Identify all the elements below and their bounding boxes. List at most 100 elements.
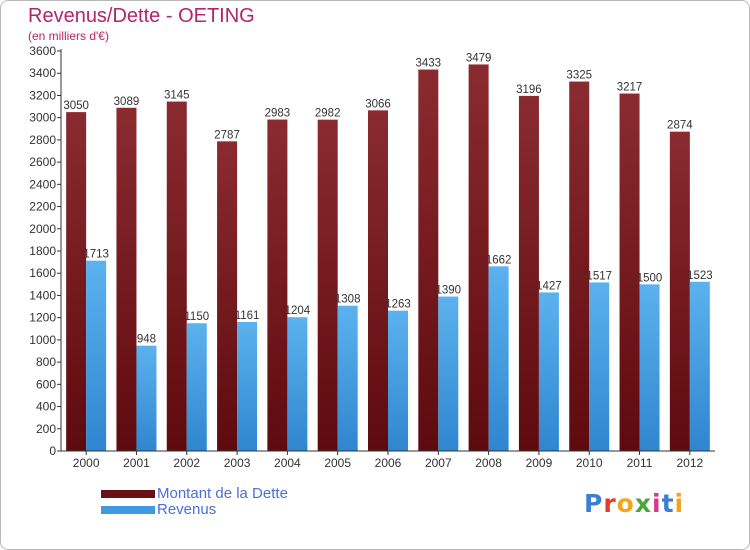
value-label-revenus: 1204 <box>285 305 311 317</box>
bar-revenus <box>337 305 358 451</box>
bar-revenus <box>438 296 459 451</box>
logo-letter: r <box>603 489 617 518</box>
bar-revenus <box>639 284 660 451</box>
y-tick-label: 2400 <box>29 177 56 191</box>
value-label-dette: 2983 <box>265 108 291 120</box>
bar-dette <box>468 64 489 451</box>
logo-letter: i <box>652 489 662 518</box>
value-label-revenus: 1150 <box>184 311 209 323</box>
value-label-dette: 3145 <box>164 90 190 102</box>
value-label-dette: 3089 <box>114 96 140 108</box>
y-tick-label: 3400 <box>29 66 56 80</box>
value-label-revenus: 1161 <box>235 310 260 322</box>
value-label-dette: 3196 <box>516 84 542 96</box>
x-tick-label: 2007 <box>425 456 452 470</box>
value-label-dette: 3325 <box>566 70 592 82</box>
bar-dette <box>368 110 388 451</box>
x-tick-label: 2008 <box>475 456 502 470</box>
bar-dette <box>317 119 338 452</box>
y-tick-label: 200 <box>36 422 56 436</box>
y-tick-label: 800 <box>36 355 56 369</box>
logo-letter: i <box>674 489 685 518</box>
bar-dette <box>217 141 238 452</box>
bar-dette <box>569 81 590 452</box>
bar-revenus <box>237 322 258 451</box>
y-tick-label: 3600 <box>29 44 56 58</box>
y-tick-label: 2800 <box>29 133 56 147</box>
value-label-revenus: 1500 <box>637 272 663 284</box>
value-label-dette: 3217 <box>617 82 643 94</box>
value-label-revenus: 1662 <box>486 254 512 266</box>
y-tick-label: 1600 <box>29 266 56 280</box>
bar-revenus <box>589 282 610 451</box>
value-label-revenus: 1523 <box>687 270 713 282</box>
legend-label-dette: Montant de la Dette <box>157 485 288 502</box>
chart-title: Revenus/Dette - OETING <box>28 5 255 27</box>
value-label-revenus: 1713 <box>83 249 109 261</box>
x-tick-label: 2010 <box>576 456 603 470</box>
value-label-revenus: 1308 <box>335 294 361 306</box>
y-tick-label: 2600 <box>29 155 56 169</box>
bar-dette <box>669 131 690 451</box>
bar-dette <box>418 69 439 452</box>
chart-subtitle: (en milliers d'€) <box>28 29 109 43</box>
bar-dette <box>267 119 288 452</box>
bar-dette <box>66 112 87 451</box>
logo-letter: P <box>584 489 604 518</box>
value-label-dette: 3433 <box>416 58 442 70</box>
x-tick-label: 2011 <box>627 456 653 470</box>
y-tick-label: 1800 <box>29 244 56 258</box>
bar-dette <box>116 107 137 452</box>
y-tick-label: 400 <box>36 400 56 414</box>
bar-revenus <box>186 323 207 451</box>
value-label-revenus: 1390 <box>436 285 462 297</box>
value-label-revenus: 1427 <box>536 280 562 292</box>
x-tick-label: 2003 <box>224 456 251 470</box>
value-label-revenus: 1263 <box>385 299 411 311</box>
value-label-dette: 3066 <box>365 98 391 110</box>
y-tick-label: 3200 <box>29 88 56 102</box>
bar-revenus <box>388 310 408 451</box>
x-tick-label: 2002 <box>173 456 200 470</box>
x-tick-label: 2005 <box>324 456 351 470</box>
bar-revenus <box>689 281 710 451</box>
x-tick-label: 2001 <box>123 456 150 470</box>
value-label-dette: 2787 <box>214 129 240 141</box>
x-tick-label: 2006 <box>375 456 402 470</box>
y-tick-label: 2000 <box>29 222 56 236</box>
bar-revenus <box>136 345 157 451</box>
bar-dette <box>166 101 187 452</box>
value-label-dette: 2982 <box>315 108 341 120</box>
y-tick-label: 1200 <box>29 311 56 325</box>
bar-revenus <box>488 266 509 451</box>
logo-letter: x <box>634 489 652 518</box>
bar-dette <box>518 95 539 451</box>
logo-letter: o <box>616 489 635 518</box>
y-tick-label: 0 <box>49 444 56 458</box>
value-label-dette: 3050 <box>63 100 89 112</box>
bar-revenus <box>538 292 559 451</box>
y-tick-label: 600 <box>36 377 56 391</box>
x-tick-label: 2004 <box>274 456 301 470</box>
x-tick-label: 2000 <box>73 456 100 470</box>
bar-revenus <box>86 260 107 451</box>
legend-swatch-dette <box>101 490 155 498</box>
y-tick-label: 1400 <box>29 288 56 302</box>
value-label-dette: 3479 <box>466 52 492 64</box>
value-label-revenus: 948 <box>137 334 156 346</box>
logo-letter: t <box>661 489 675 518</box>
y-tick-label: 3000 <box>29 111 56 125</box>
value-label-dette: 2874 <box>667 120 693 132</box>
value-label-revenus: 1517 <box>586 270 612 282</box>
proxiti-logo: Proxiti <box>584 489 684 518</box>
x-tick-label: 2012 <box>676 456 703 470</box>
legend-swatch-revenus <box>101 506 155 514</box>
bar-dette <box>619 93 640 452</box>
x-tick-label: 2009 <box>526 456 553 470</box>
legend-label-revenus: Revenus <box>157 501 217 518</box>
bar-revenus <box>287 317 308 451</box>
y-tick-label: 1000 <box>29 333 56 347</box>
y-tick-label: 2200 <box>29 200 56 214</box>
